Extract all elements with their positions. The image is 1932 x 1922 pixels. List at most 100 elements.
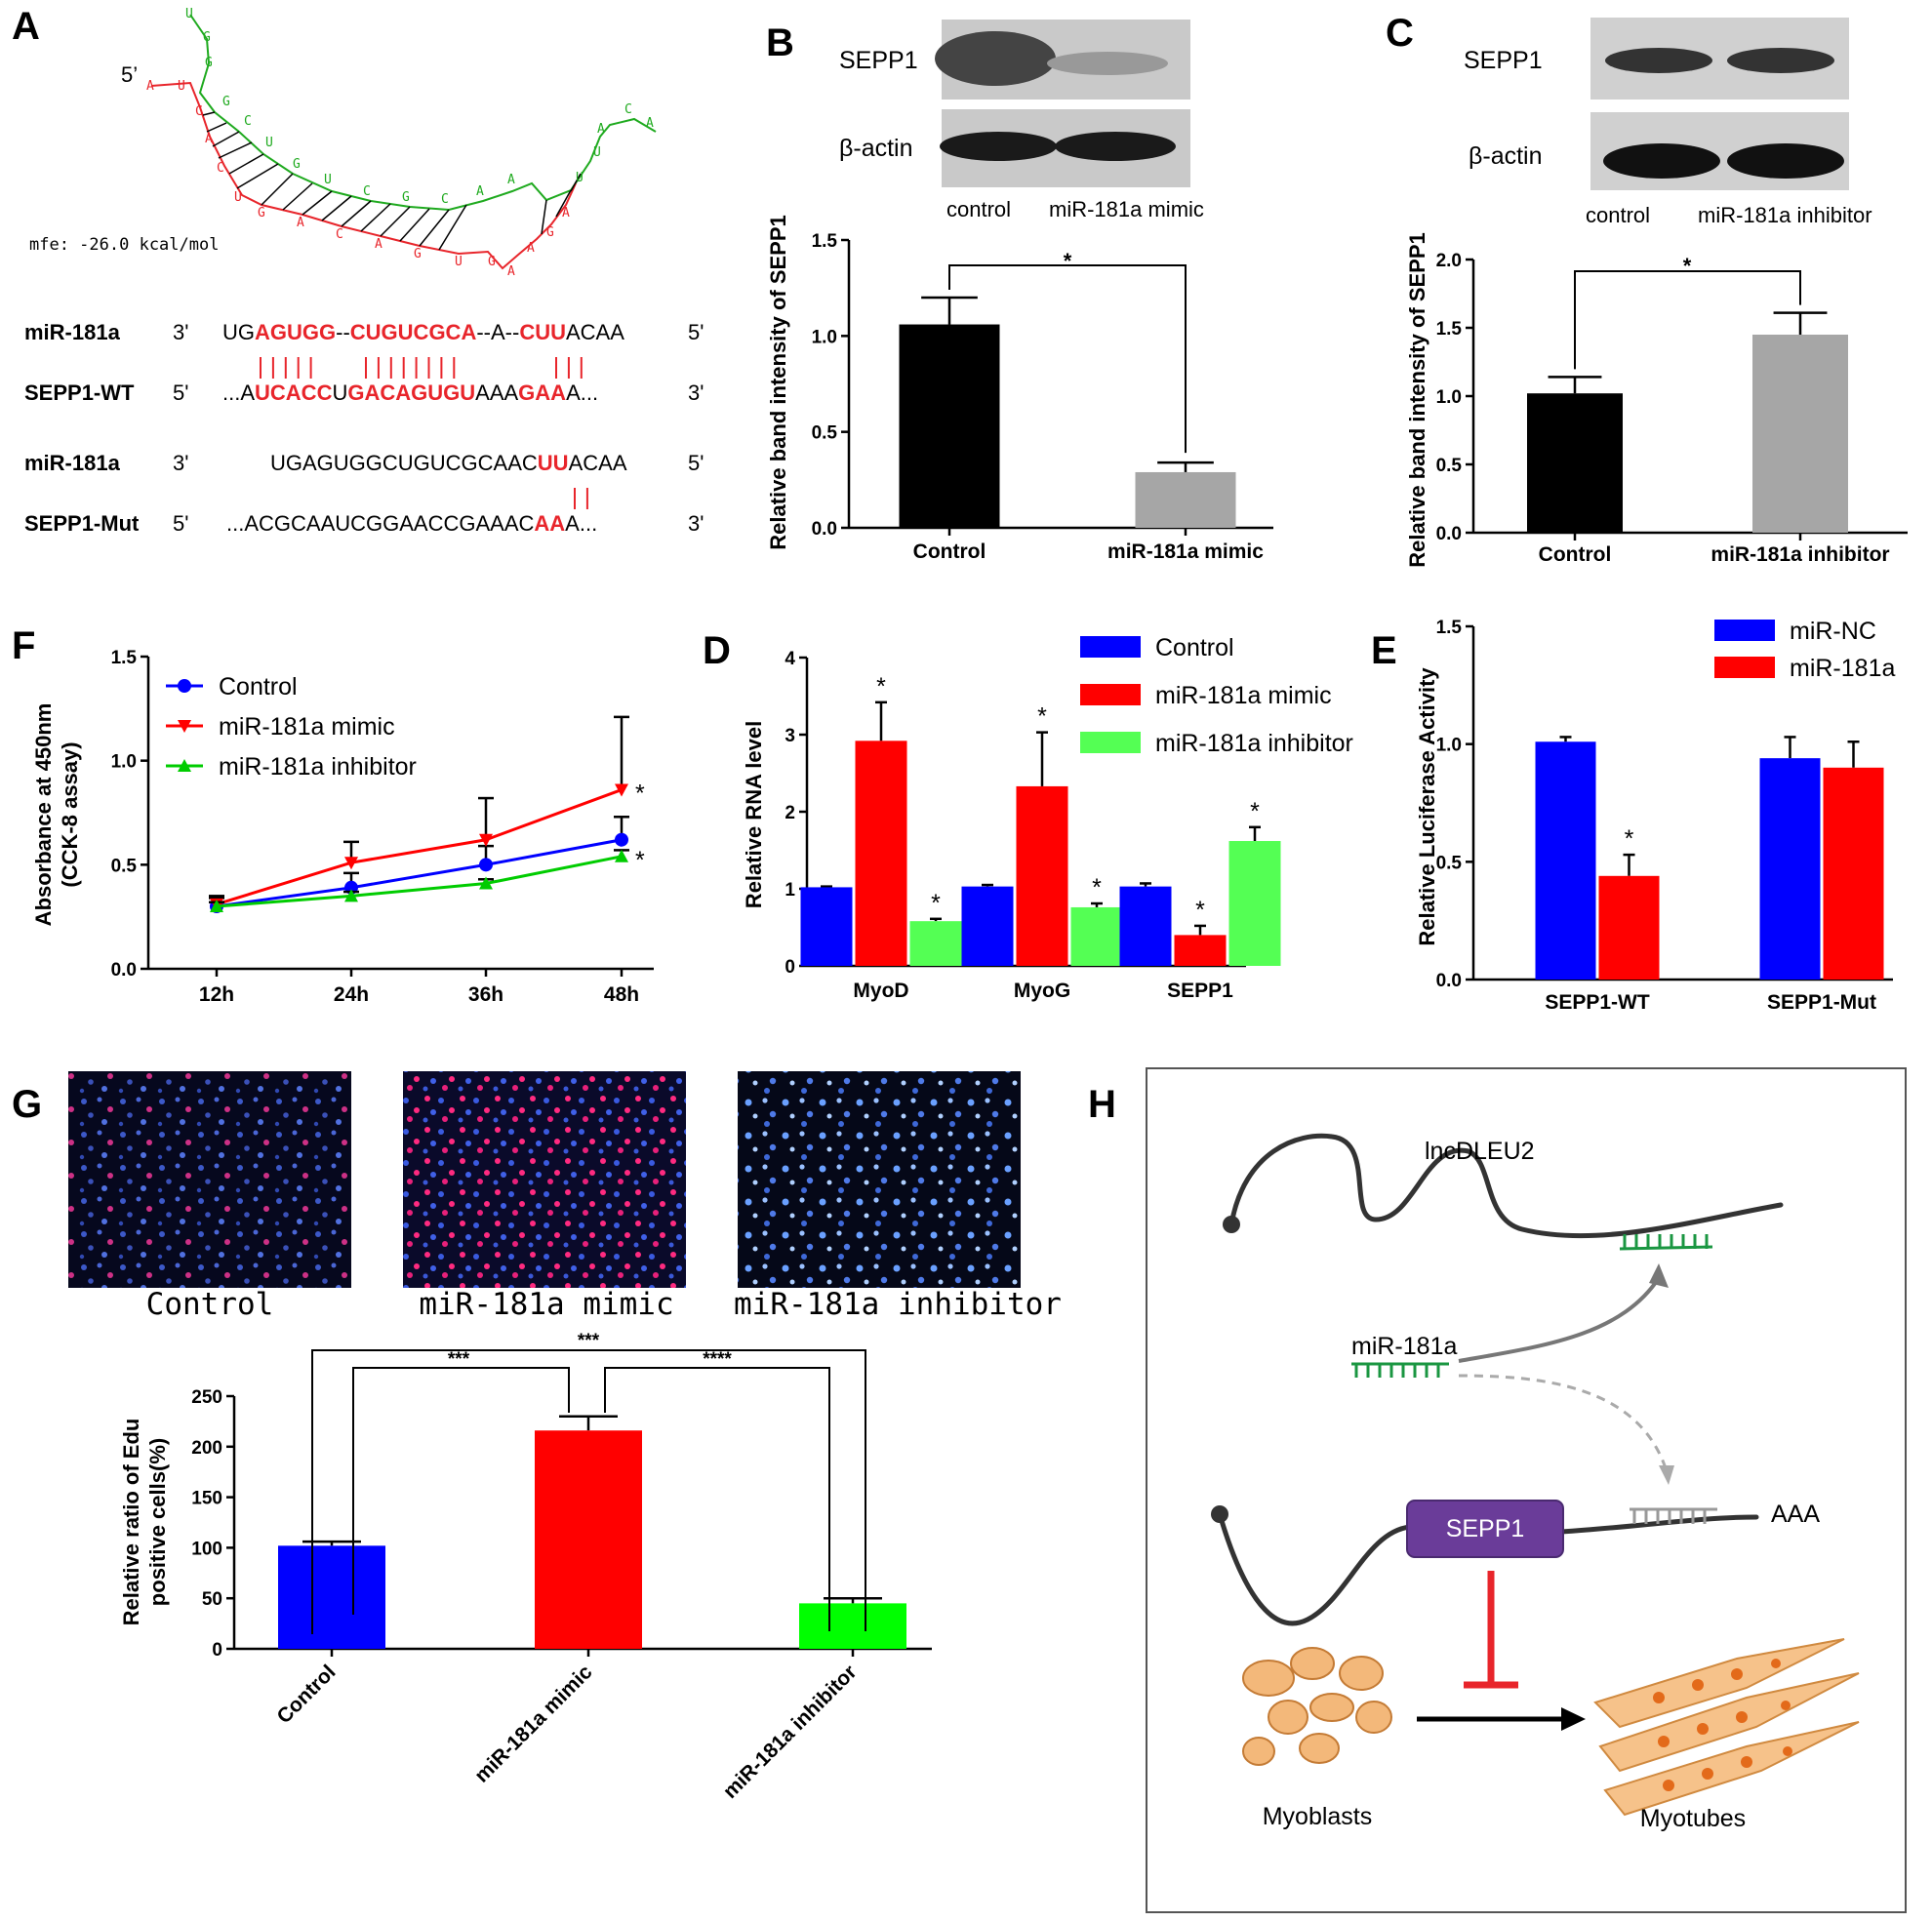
target-bases: A UC ACU GAC AGU GAA GA (146, 79, 570, 279)
bar (1752, 335, 1848, 533)
category-label: MyoD (853, 980, 908, 1002)
legend-label: miR-NC (1790, 618, 1876, 645)
y-tick-label: 0.5 (1436, 456, 1463, 476)
lane-label-control: control (1586, 203, 1650, 227)
mfe-label: mfe: -26.0 kcal/mol (29, 235, 219, 255)
svg-text:C: C (363, 184, 371, 199)
band (1605, 48, 1712, 73)
svg-text:A: A (507, 264, 515, 279)
legend-label: Control (1155, 634, 1234, 661)
lncrna-binding-site (1619, 1234, 1713, 1251)
inhibited-binding-arrow (1458, 1374, 1669, 1472)
legend-label: miR-181a mimic (1155, 682, 1332, 709)
legend-swatch (1714, 620, 1775, 641)
svg-text:U: U (234, 190, 242, 205)
comparison-bracket (352, 1367, 570, 1615)
data-point (479, 858, 493, 872)
seq-end-left: 5' (173, 380, 188, 405)
image-label-control: Control (146, 1287, 274, 1322)
svg-text:A: A (597, 122, 605, 137)
rna-hairpin-structure: UGG GCU GUC G CA A UU ACA A UC ACU GAC AGU … (29, 7, 657, 279)
y-axis-label: Relative ratio of Edupositive cells(%) (119, 1419, 170, 1626)
y-tick-label: 1 (785, 880, 795, 901)
sequence-segment: UU (538, 451, 569, 475)
band (1727, 143, 1844, 179)
category-label: Control (913, 541, 986, 563)
band (940, 132, 1057, 161)
legend-label: miR-181a inhibitor (1155, 730, 1353, 757)
mrna-strand-left (1217, 1511, 1413, 1626)
line-chart-f: 0.0 0.5 1.0 1.5 Absorbance at 450nm(CCK-8 as… (31, 648, 654, 1006)
sequence-segment: -- (336, 320, 350, 344)
y-tick-label: 0.5 (1436, 853, 1463, 873)
comparison-bracket (311, 1349, 866, 1634)
y-axis-label-line: (CCK-8 assay) (58, 741, 82, 887)
significance-marker: * (931, 890, 941, 917)
seq-end-right: 3' (688, 380, 704, 405)
category-label: miR-181a mimic (1107, 541, 1264, 563)
seq-row-name: miR-181a (24, 451, 121, 475)
bar (1174, 935, 1227, 966)
data-point (479, 833, 493, 847)
category-label: Control (1539, 543, 1612, 566)
sequence-segment: CUGUCGCA (350, 320, 477, 344)
y-tick-label: 150 (191, 1489, 222, 1509)
data-point (479, 876, 493, 890)
y-tick-label: 0.0 (1436, 524, 1462, 544)
comparison-marker: **** (703, 1349, 732, 1370)
legend-marker (178, 679, 191, 693)
y-axis-label: Absorbance at 450nm(CCK-8 assay) (31, 703, 82, 927)
band (1603, 143, 1720, 179)
x-tick-label: 48h (604, 983, 639, 1006)
y-axis-label: Relative Luciferase Activity (1415, 667, 1439, 946)
y-tick-label: 1.0 (1436, 387, 1462, 408)
y-axis-label-line: Relative Luciferase Activity (1415, 667, 1439, 946)
y-tick-label: 1.5 (111, 648, 138, 668)
legend-swatch (1714, 657, 1775, 678)
y-axis-label: Relative band intensity of SEPP1 (1405, 232, 1429, 568)
y-tick-label: 250 (191, 1387, 222, 1408)
western-blot-b: SEPP1 β-actin control miR-181a mimic (839, 20, 1204, 221)
schematic-frame (1146, 1067, 1907, 1913)
svg-text:C: C (441, 192, 449, 207)
legend-swatch (1080, 684, 1141, 705)
sepp1-gene-box (1406, 1500, 1564, 1558)
legend-label: miR-181a (1790, 655, 1895, 682)
y-tick-label: 0.5 (111, 856, 138, 876)
svg-text:G: G (258, 206, 265, 220)
y-tick-label: 3 (785, 726, 795, 746)
y-tick-label: 1.5 (812, 231, 838, 252)
sequence-segment: ...ACGCAAUCGGAACCGAAAC (226, 511, 535, 536)
mrna-cap (1211, 1505, 1228, 1523)
y-axis-label-line: Absorbance at 450nm (31, 703, 56, 927)
bar (535, 1430, 642, 1649)
sequence-segment: AGUGG (255, 320, 336, 344)
sequence-segment: ACAA (566, 320, 624, 344)
sequence: UGAGUGG--CUGUCGCA--A--CUUACAA (222, 320, 624, 344)
myoblasts-label: Myoblasts (1263, 1803, 1373, 1830)
bar (1598, 875, 1660, 980)
y-tick-label: 2.0 (1436, 251, 1462, 271)
mir-label: miR-181a (1351, 1333, 1457, 1360)
svg-text:U: U (576, 171, 584, 185)
sequence: ...ACGCAAUCGGAACCGAAACAAA... (226, 511, 597, 536)
bar (278, 1545, 385, 1649)
edu-image-inhibitor (738, 1071, 1021, 1288)
significance-marker: * (1092, 874, 1102, 901)
sequence-segment: UCACC (255, 380, 333, 405)
svg-text:U: U (265, 136, 273, 150)
x-tick-label: 24h (334, 983, 369, 1006)
significance-marker: * (1064, 249, 1072, 273)
series-line (216, 855, 623, 908)
y-tick-label: 1.0 (1436, 736, 1462, 756)
series-line (216, 838, 623, 908)
svg-text:U: U (178, 79, 185, 94)
category-label: SEPP1-WT (1545, 991, 1650, 1014)
svg-text:A: A (527, 241, 535, 256)
seq-end-right: 5' (688, 320, 704, 344)
binding-arrow-head (1649, 1263, 1669, 1288)
legend-label: miR-181a mimic (219, 713, 395, 741)
panel-label-c: C (1386, 12, 1414, 55)
edu-image-control (68, 1071, 351, 1288)
